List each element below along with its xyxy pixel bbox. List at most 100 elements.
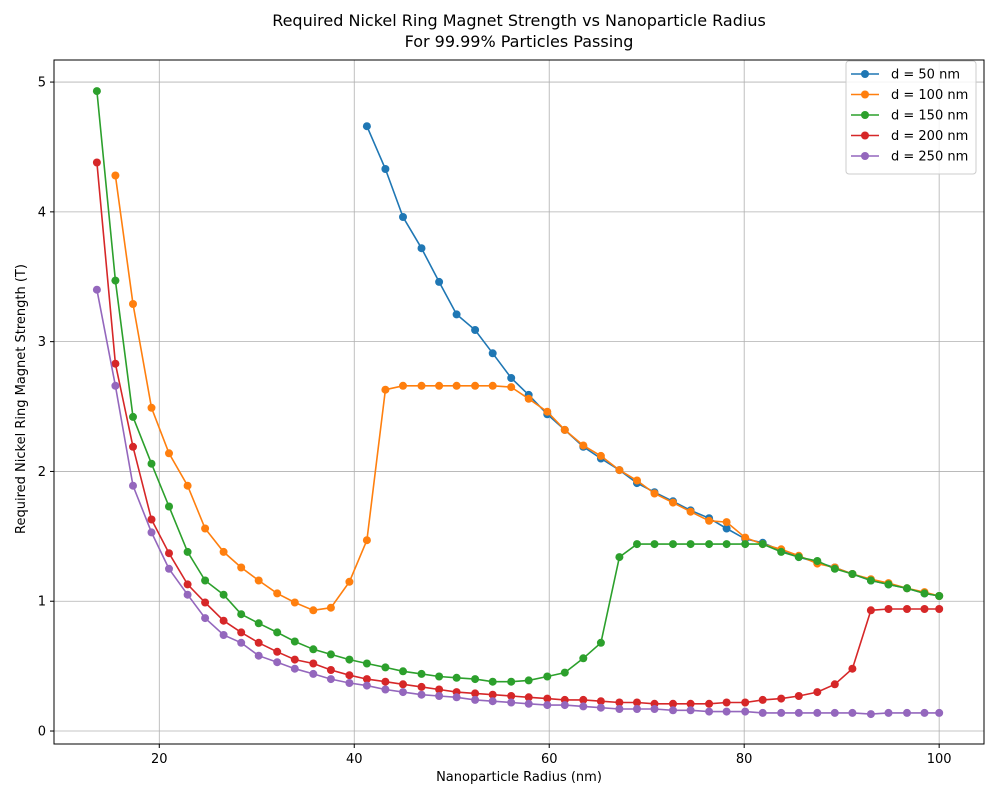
data-point [830,680,839,689]
legend: d = 50 nm d = 100 nm d = 150 nm d = 200 nm d… [845,60,977,175]
data-point [165,564,173,573]
data-point [615,705,624,713]
data-point [848,708,857,717]
data-point [524,394,533,403]
data-point [362,122,371,131]
data-point [935,592,944,600]
data-point [903,584,911,593]
x-tick-label: 20 [151,752,168,767]
data-point [309,645,318,654]
data-point [866,606,875,615]
data-point [254,638,263,647]
data-point [345,679,354,687]
y-tick-label: 1 [38,595,46,610]
data-point [507,698,516,707]
legend-swatch-marker [861,152,869,160]
data-point [273,628,282,637]
series-4 [92,158,944,708]
legend-swatch-marker [861,111,869,119]
data-point [543,672,552,681]
data-point [741,698,750,707]
data-point [219,616,228,625]
data-point [309,669,318,678]
data-point [362,675,371,684]
data-point [560,668,569,677]
data-point [543,701,552,710]
data-point [129,300,137,308]
x-tick-label: 100 [927,752,952,767]
data-point [399,680,407,689]
data-point [381,677,390,686]
data-point [488,677,497,686]
data-point [92,87,101,96]
data-point [830,564,839,573]
data-point [935,605,944,613]
grid [54,60,984,744]
data-point [345,577,354,586]
data-point [345,671,354,680]
data-point [417,690,426,699]
data-point [326,675,335,684]
data-point [866,576,875,585]
data-point [309,606,318,615]
data-point [596,703,605,712]
chart-subtitle: For 99.99% Particles Passing [405,32,634,51]
data-point [435,672,444,681]
data-point [543,407,552,416]
data-point [219,590,228,599]
data-point [471,675,480,684]
data-point [471,695,480,704]
data-point [758,708,767,717]
y-tick-label: 2 [38,465,46,480]
legend-swatch-marker [861,70,869,78]
chart-title: Required Nickel Ring Magnet Strength vs … [272,11,766,30]
data-point [596,638,605,647]
data-point [273,589,282,598]
data-point [920,589,929,598]
data-point [471,326,480,334]
data-point [326,603,335,612]
data-point [201,614,210,623]
data-point [362,659,371,668]
data-point [488,697,497,706]
data-point [686,699,695,708]
legend-label: d = 50 nm [891,68,960,83]
data-point [435,381,444,390]
data-point [543,694,552,703]
data-point [722,524,731,533]
data-point [111,381,120,390]
data-point [633,476,641,485]
data-point [129,481,137,490]
data-point [507,692,516,700]
data-point [452,381,461,390]
data-point [254,619,263,628]
legend-box [845,60,977,175]
x-tick-label: 60 [541,752,558,767]
data-point [129,412,137,421]
data-point [633,698,641,707]
data-point [92,158,101,167]
data-point [507,677,516,686]
data-point [935,708,944,717]
data-point [254,576,263,585]
y-tick-label: 0 [38,725,46,740]
data-point [183,547,192,556]
data-point [237,628,246,637]
data-point [345,655,354,664]
data-point [417,244,426,253]
data-point [147,403,156,412]
data-point [507,383,516,392]
series-line [366,125,940,597]
data-point [813,688,822,697]
data-point [435,692,444,700]
data-point [326,666,335,674]
data-point [201,598,210,607]
data-point [903,605,911,613]
data-point [722,707,731,716]
data-point [669,498,677,507]
data-point [813,557,822,565]
data-point [254,651,263,660]
data-point [381,385,390,394]
data-point [615,553,624,562]
y-tick-label: 4 [38,205,46,220]
